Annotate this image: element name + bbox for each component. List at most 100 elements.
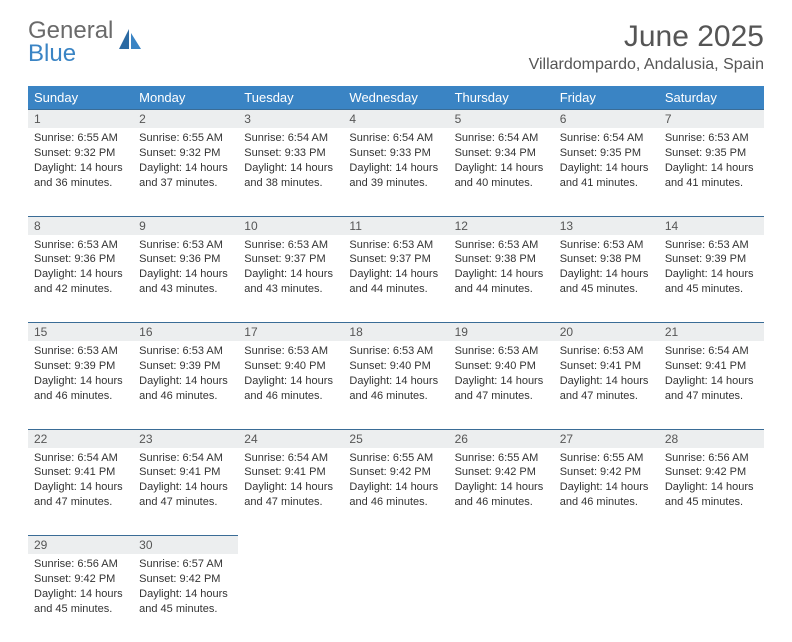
day-details: Sunrise: 6:56 AMSunset: 9:42 PMDaylight:…	[28, 554, 133, 622]
day-cell: Sunrise: 6:54 AMSunset: 9:41 PMDaylight:…	[659, 341, 764, 429]
sunrise-line: Sunrise: 6:53 AM	[455, 344, 548, 359]
day-details: Sunrise: 6:53 AMSunset: 9:41 PMDaylight:…	[554, 341, 659, 409]
day-number: 30	[133, 536, 238, 555]
day-number: 20	[554, 323, 659, 342]
day-number: 15	[28, 323, 133, 342]
day-number: 11	[343, 216, 448, 235]
location: Villardompardo, Andalusia, Spain	[529, 56, 764, 74]
day-number: 19	[449, 323, 554, 342]
sunset-line: Sunset: 9:36 PM	[34, 252, 127, 267]
sunrise-line: Sunrise: 6:54 AM	[244, 451, 337, 466]
daylight-line: Daylight: 14 hours and 45 minutes.	[665, 267, 758, 297]
day-number: 6	[554, 110, 659, 129]
sunset-line: Sunset: 9:38 PM	[455, 252, 548, 267]
logo-line2: Blue	[28, 43, 113, 66]
day-details: Sunrise: 6:53 AMSunset: 9:37 PMDaylight:…	[343, 235, 448, 303]
sunset-line: Sunset: 9:32 PM	[139, 146, 232, 161]
day-details: Sunrise: 6:53 AMSunset: 9:35 PMDaylight:…	[659, 128, 764, 196]
sunset-line: Sunset: 9:39 PM	[34, 359, 127, 374]
daylight-line: Daylight: 14 hours and 46 minutes.	[34, 374, 127, 404]
sunrise-line: Sunrise: 6:54 AM	[349, 131, 442, 146]
sunrise-line: Sunrise: 6:53 AM	[34, 344, 127, 359]
daylight-line: Daylight: 14 hours and 40 minutes.	[455, 161, 548, 191]
sunrise-line: Sunrise: 6:54 AM	[665, 344, 758, 359]
sunrise-line: Sunrise: 6:53 AM	[139, 238, 232, 253]
calendar-table: Sunday Monday Tuesday Wednesday Thursday…	[28, 86, 764, 642]
day-cell	[659, 554, 764, 642]
sunrise-line: Sunrise: 6:54 AM	[244, 131, 337, 146]
daylight-line: Daylight: 14 hours and 41 minutes.	[560, 161, 653, 191]
day-cell: Sunrise: 6:54 AMSunset: 9:33 PMDaylight:…	[238, 128, 343, 216]
sunrise-line: Sunrise: 6:53 AM	[560, 344, 653, 359]
sunset-line: Sunset: 9:42 PM	[139, 572, 232, 587]
day-details: Sunrise: 6:53 AMSunset: 9:38 PMDaylight:…	[449, 235, 554, 303]
logo: General Blue	[28, 20, 143, 66]
sunrise-line: Sunrise: 6:53 AM	[665, 131, 758, 146]
day-cell: Sunrise: 6:53 AMSunset: 9:39 PMDaylight:…	[659, 235, 764, 323]
daylight-line: Daylight: 14 hours and 44 minutes.	[349, 267, 442, 297]
sunset-line: Sunset: 9:40 PM	[349, 359, 442, 374]
daylight-line: Daylight: 14 hours and 47 minutes.	[139, 480, 232, 510]
day-cell: Sunrise: 6:53 AMSunset: 9:36 PMDaylight:…	[133, 235, 238, 323]
sunset-line: Sunset: 9:41 PM	[34, 465, 127, 480]
sunset-line: Sunset: 9:42 PM	[560, 465, 653, 480]
sail-icon	[117, 27, 143, 58]
day-details: Sunrise: 6:55 AMSunset: 9:32 PMDaylight:…	[133, 128, 238, 196]
day-cell: Sunrise: 6:55 AMSunset: 9:32 PMDaylight:…	[28, 128, 133, 216]
weekday-header: Friday	[554, 86, 659, 110]
day-cell	[238, 554, 343, 642]
sunset-line: Sunset: 9:42 PM	[34, 572, 127, 587]
day-details: Sunrise: 6:53 AMSunset: 9:39 PMDaylight:…	[28, 341, 133, 409]
daylight-line: Daylight: 14 hours and 37 minutes.	[139, 161, 232, 191]
day-cell: Sunrise: 6:53 AMSunset: 9:39 PMDaylight:…	[133, 341, 238, 429]
daylight-line: Daylight: 14 hours and 43 minutes.	[139, 267, 232, 297]
sunrise-line: Sunrise: 6:54 AM	[560, 131, 653, 146]
sunrise-line: Sunrise: 6:54 AM	[455, 131, 548, 146]
day-number	[659, 536, 764, 555]
sunset-line: Sunset: 9:37 PM	[349, 252, 442, 267]
day-content-row: Sunrise: 6:53 AMSunset: 9:36 PMDaylight:…	[28, 235, 764, 323]
day-number: 5	[449, 110, 554, 129]
sunrise-line: Sunrise: 6:55 AM	[34, 131, 127, 146]
sunset-line: Sunset: 9:39 PM	[665, 252, 758, 267]
sunrise-line: Sunrise: 6:55 AM	[349, 451, 442, 466]
day-details: Sunrise: 6:54 AMSunset: 9:33 PMDaylight:…	[343, 128, 448, 196]
day-cell: Sunrise: 6:53 AMSunset: 9:39 PMDaylight:…	[28, 341, 133, 429]
daylight-line: Daylight: 14 hours and 47 minutes.	[244, 480, 337, 510]
day-details: Sunrise: 6:54 AMSunset: 9:41 PMDaylight:…	[28, 448, 133, 516]
sunrise-line: Sunrise: 6:55 AM	[455, 451, 548, 466]
day-number-row: 891011121314	[28, 216, 764, 235]
weekday-header: Sunday	[28, 86, 133, 110]
daylight-line: Daylight: 14 hours and 47 minutes.	[665, 374, 758, 404]
day-details: Sunrise: 6:55 AMSunset: 9:42 PMDaylight:…	[343, 448, 448, 516]
weekday-header: Tuesday	[238, 86, 343, 110]
day-cell	[554, 554, 659, 642]
day-details: Sunrise: 6:55 AMSunset: 9:32 PMDaylight:…	[28, 128, 133, 196]
day-details: Sunrise: 6:55 AMSunset: 9:42 PMDaylight:…	[554, 448, 659, 516]
day-cell: Sunrise: 6:53 AMSunset: 9:38 PMDaylight:…	[449, 235, 554, 323]
sunset-line: Sunset: 9:42 PM	[349, 465, 442, 480]
day-number-row: 22232425262728	[28, 429, 764, 448]
sunset-line: Sunset: 9:37 PM	[244, 252, 337, 267]
day-details: Sunrise: 6:53 AMSunset: 9:40 PMDaylight:…	[343, 341, 448, 409]
sunrise-line: Sunrise: 6:53 AM	[244, 238, 337, 253]
daylight-line: Daylight: 14 hours and 46 minutes.	[139, 374, 232, 404]
day-number: 14	[659, 216, 764, 235]
sunset-line: Sunset: 9:35 PM	[560, 146, 653, 161]
daylight-line: Daylight: 14 hours and 39 minutes.	[349, 161, 442, 191]
sunset-line: Sunset: 9:33 PM	[244, 146, 337, 161]
daylight-line: Daylight: 14 hours and 42 minutes.	[34, 267, 127, 297]
day-cell: Sunrise: 6:53 AMSunset: 9:37 PMDaylight:…	[343, 235, 448, 323]
day-number: 9	[133, 216, 238, 235]
sunset-line: Sunset: 9:34 PM	[455, 146, 548, 161]
daylight-line: Daylight: 14 hours and 44 minutes.	[455, 267, 548, 297]
day-cell: Sunrise: 6:54 AMSunset: 9:41 PMDaylight:…	[133, 448, 238, 536]
day-content-row: Sunrise: 6:54 AM Sunset: 9:41 PM Daylight:…	[28, 448, 764, 536]
sunrise-line: Sunrise: 6:57 AM	[139, 557, 232, 572]
day-cell: Sunrise: 6:53 AMSunset: 9:38 PMDaylight:…	[554, 235, 659, 323]
day-cell: Sunrise: 6:54 AMSunset: 9:41 PMDaylight:…	[238, 448, 343, 536]
day-content-row: Sunrise: 6:55 AMSunset: 9:32 PMDaylight:…	[28, 128, 764, 216]
day-number: 4	[343, 110, 448, 129]
weekday-header-row: Sunday Monday Tuesday Wednesday Thursday…	[28, 86, 764, 110]
sunset-line: Sunset: 9:41 PM	[560, 359, 653, 374]
